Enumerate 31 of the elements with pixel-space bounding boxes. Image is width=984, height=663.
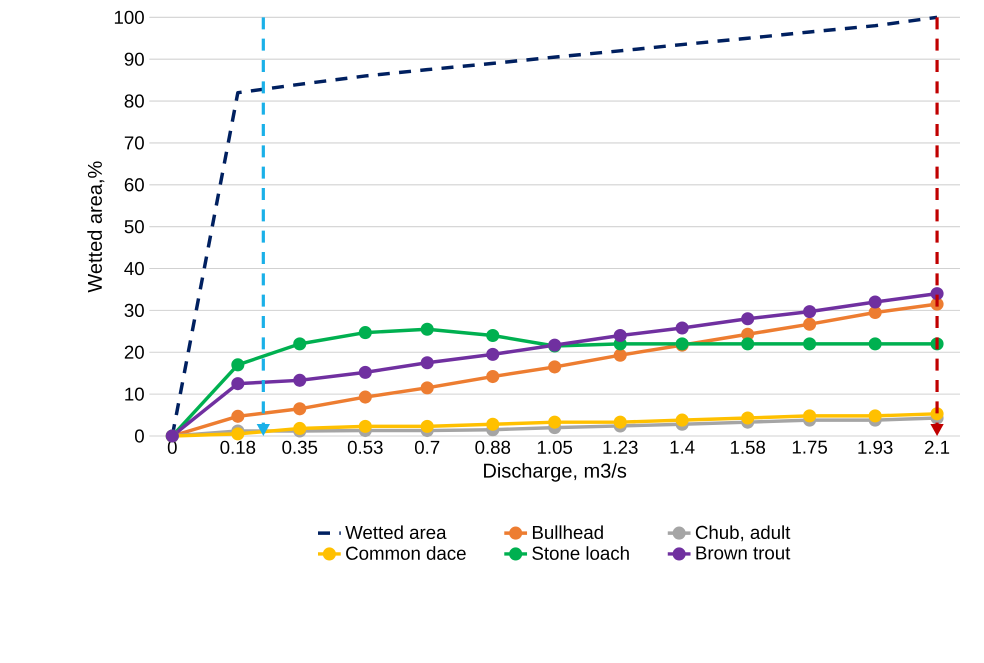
y-tick-label: 100 xyxy=(114,10,144,24)
y-tick-label: 20 xyxy=(124,346,144,360)
y-tick-label: 0 xyxy=(134,430,144,443)
x-tick-label: 1.4 xyxy=(670,440,695,454)
x-axis-title: Discharge, m3/s xyxy=(484,463,626,482)
x-tick-label: 0.18 xyxy=(220,440,256,454)
x-tick-label: 0.88 xyxy=(475,440,510,454)
legend-label: Brown trout xyxy=(696,546,790,560)
x-tick-label: 1.93 xyxy=(858,440,892,454)
x-tick-label: 1.05 xyxy=(538,440,572,454)
x-tick-label: 1.75 xyxy=(792,440,827,454)
x-tick-label: 1.58 xyxy=(730,440,766,454)
x-tick-label: 2.1 xyxy=(925,440,950,454)
legend-label: Chub, adult xyxy=(696,525,790,542)
y-tick-label: 50 xyxy=(124,220,144,234)
legend-label: Stone loach xyxy=(532,546,629,560)
x-tick-label: 0.35 xyxy=(282,440,318,454)
y-tick-label: 70 xyxy=(124,136,144,150)
x-tick-label: 1.23 xyxy=(603,440,638,454)
y-tick-label: 40 xyxy=(124,262,144,276)
y-tick-label: 10 xyxy=(125,388,144,401)
y-tick-label: 60 xyxy=(124,178,144,192)
y-tick-label: 80 xyxy=(124,94,144,108)
y-axis-title: Wetted area,% xyxy=(87,162,104,293)
y-tick-label: 30 xyxy=(124,304,144,318)
legend-label: Wetted area xyxy=(345,525,446,540)
legend-label: Bullhead xyxy=(532,525,603,540)
x-tick-label: 0.7 xyxy=(414,440,440,454)
x-tick-label: 0.53 xyxy=(348,440,383,454)
legend-label: Common dace xyxy=(346,546,466,560)
y-tick-label: 90 xyxy=(124,52,144,66)
